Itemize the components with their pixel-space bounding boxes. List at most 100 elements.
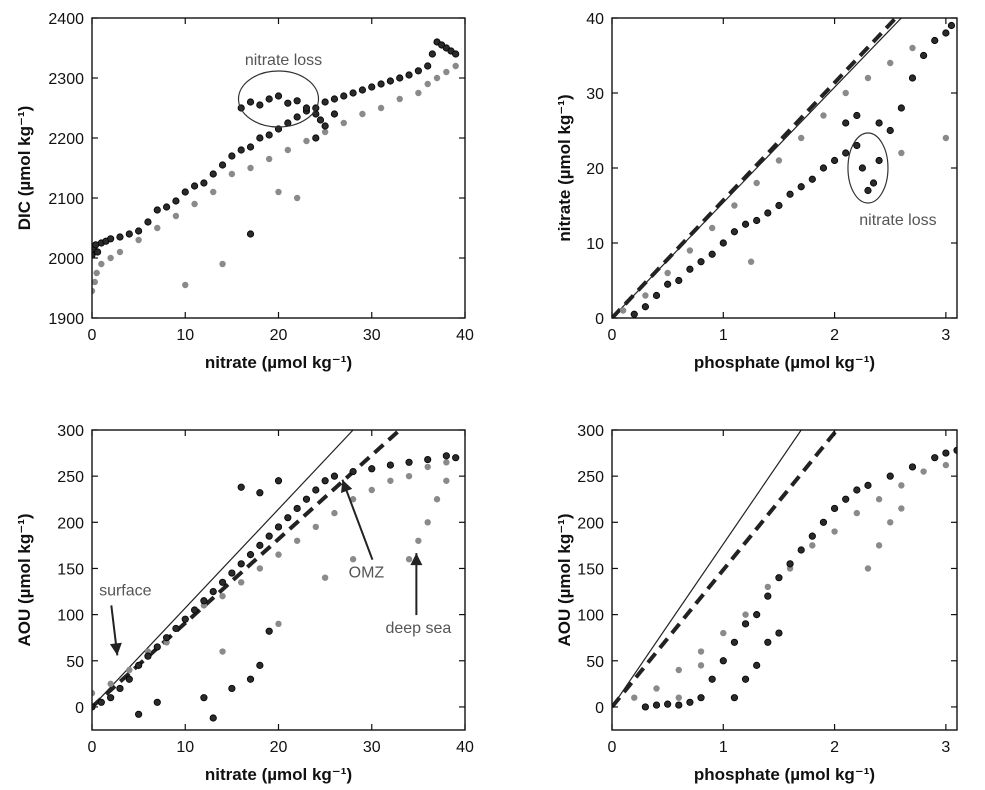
data-point bbox=[443, 477, 450, 484]
data-point bbox=[753, 611, 761, 619]
data-point bbox=[786, 190, 794, 198]
data-point bbox=[316, 116, 325, 124]
data-point bbox=[144, 218, 152, 226]
data-point bbox=[630, 310, 638, 318]
data-point bbox=[664, 280, 672, 288]
x-tick-label: 3 bbox=[941, 739, 950, 756]
y-tick-label: 200 bbox=[57, 515, 84, 532]
data-point bbox=[442, 452, 450, 460]
data-point bbox=[842, 119, 850, 127]
x-tick-label: 1 bbox=[719, 327, 728, 344]
data-point bbox=[247, 164, 254, 172]
data-point bbox=[720, 629, 727, 637]
data-point bbox=[246, 675, 255, 683]
data-point bbox=[753, 179, 760, 187]
annotation-arrow-head bbox=[109, 642, 122, 656]
data-point bbox=[163, 634, 171, 642]
data-point bbox=[107, 680, 114, 688]
data-point bbox=[303, 137, 310, 145]
data-point bbox=[753, 216, 761, 225]
data-point bbox=[154, 224, 161, 232]
data-point bbox=[172, 624, 180, 633]
data-point bbox=[764, 592, 772, 600]
annotation-arrow-head bbox=[341, 479, 353, 494]
data-point bbox=[321, 128, 329, 136]
data-point bbox=[209, 587, 217, 596]
data-point bbox=[386, 77, 394, 85]
x-tick-label: 10 bbox=[176, 327, 194, 344]
data-point bbox=[842, 495, 850, 503]
data-point bbox=[312, 486, 320, 494]
data-point bbox=[321, 122, 329, 130]
data-point bbox=[797, 183, 805, 191]
data-point bbox=[97, 698, 105, 706]
data-point bbox=[869, 179, 878, 187]
reference-line-solid bbox=[92, 430, 354, 708]
data-point bbox=[293, 504, 301, 513]
y-tick-label: 200 bbox=[577, 515, 604, 532]
data-point bbox=[181, 188, 189, 196]
data-point bbox=[764, 583, 772, 591]
y-tick-label: 2400 bbox=[48, 11, 84, 28]
data-point bbox=[808, 175, 816, 183]
data-point bbox=[842, 149, 850, 157]
data-point bbox=[942, 29, 950, 37]
x-tick-label: 30 bbox=[363, 739, 381, 756]
data-point bbox=[312, 134, 320, 142]
data-point bbox=[708, 675, 716, 683]
data-point bbox=[219, 260, 226, 268]
data-point bbox=[191, 200, 198, 208]
data-point bbox=[908, 74, 917, 82]
y-tick-label: 2000 bbox=[48, 251, 84, 268]
data-point bbox=[428, 50, 436, 58]
data-point bbox=[747, 258, 755, 265]
data-point bbox=[942, 449, 950, 457]
y-tick-label: 2200 bbox=[48, 131, 84, 148]
data-point bbox=[797, 546, 805, 554]
data-point bbox=[853, 486, 861, 494]
data-point bbox=[875, 119, 883, 127]
data-point bbox=[697, 648, 705, 655]
annotation-label: deep sea bbox=[385, 620, 451, 637]
data-point bbox=[302, 495, 311, 503]
y-tick-label: 250 bbox=[577, 469, 604, 486]
data-point bbox=[237, 146, 245, 154]
data-point bbox=[697, 258, 705, 266]
data-point bbox=[284, 146, 292, 154]
data-point bbox=[396, 95, 403, 103]
data-point bbox=[809, 542, 816, 549]
data-point bbox=[98, 260, 105, 268]
data-point bbox=[228, 170, 236, 178]
data-point bbox=[396, 74, 404, 82]
data-point bbox=[898, 505, 905, 512]
data-point bbox=[377, 104, 385, 112]
data-point bbox=[368, 465, 376, 473]
data-point bbox=[93, 269, 100, 277]
x-axis-label: nitrate (µmol kg⁻¹) bbox=[205, 353, 352, 372]
data-point bbox=[256, 101, 264, 109]
data-point bbox=[275, 620, 282, 628]
data-point bbox=[358, 86, 367, 94]
data-point bbox=[210, 188, 217, 196]
data-point bbox=[275, 551, 282, 558]
y-tick-label: 300 bbox=[57, 423, 84, 440]
data-point bbox=[256, 541, 264, 549]
data-point bbox=[256, 134, 264, 142]
data-point bbox=[312, 523, 319, 531]
data-point bbox=[652, 701, 661, 709]
data-point bbox=[731, 202, 738, 209]
x-tick-label: 3 bbox=[941, 327, 950, 344]
data-point bbox=[172, 212, 180, 220]
data-point bbox=[274, 523, 283, 531]
data-point bbox=[125, 675, 133, 683]
data-point bbox=[330, 472, 339, 480]
annotation-ellipse bbox=[237, 70, 320, 128]
data-point bbox=[228, 684, 236, 693]
data-point bbox=[200, 597, 208, 605]
data-point bbox=[349, 467, 357, 476]
data-point bbox=[820, 112, 827, 119]
data-point bbox=[898, 482, 905, 489]
